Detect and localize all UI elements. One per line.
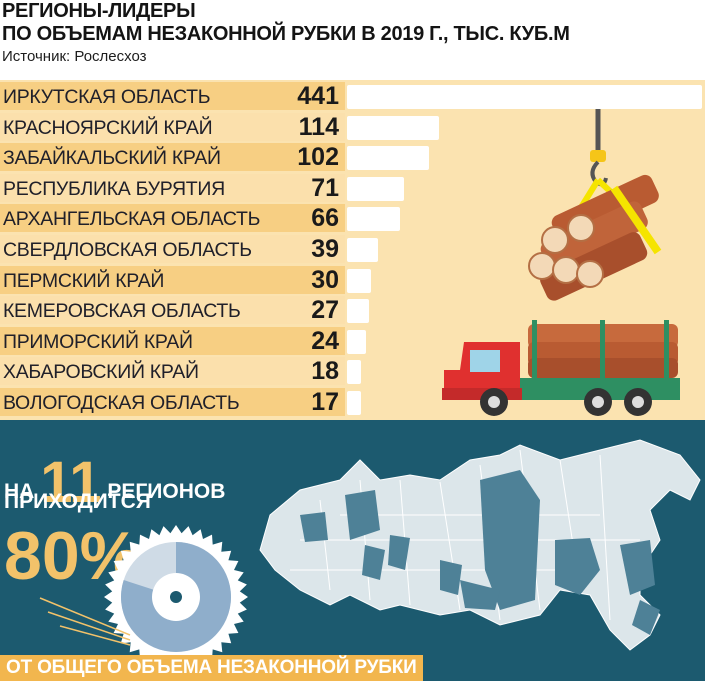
value-label: 66: [311, 204, 339, 233]
value-label: 27: [311, 296, 339, 325]
value-label: 441: [297, 82, 339, 110]
bar: [347, 299, 369, 324]
chart-row: ПРИМОРСКИЙ КРАЙ 24: [0, 326, 345, 355]
chart-row: КРАСНОЯРСКИЙ КРАЙ 114: [0, 112, 345, 141]
lifting-strap-left: [569, 178, 601, 224]
category-label: СВЕРДЛОВСКАЯ ОБЛАСТЬ: [3, 239, 252, 261]
chart-area: ИРКУТСКАЯ ОБЛАСТЬ 441 КРАСНОЯРСКИЙ КРАЙ 114…: [0, 80, 705, 420]
bar: [347, 146, 429, 171]
source-note: Источник: Рослесхоз: [2, 48, 147, 65]
value-label: 24: [311, 326, 339, 355]
category-label: РЕСПУБЛИКА БУРЯТИЯ: [3, 177, 225, 200]
value-label: 30: [311, 265, 339, 294]
summary-line-1: НА 11 РЕГИОНОВ: [4, 450, 226, 512]
bar: [347, 268, 371, 293]
category-label: КРАСНОЯРСКИЙ КРАЙ: [3, 116, 213, 139]
timber-truck-icon: [442, 320, 680, 416]
summary-prefix: НА: [4, 480, 35, 503]
crane-hook-block: [590, 150, 606, 162]
bar: [347, 391, 361, 415]
russia-map: [259, 439, 701, 651]
chart-row: ИРКУТСКАЯ ОБЛАСТЬ 441: [0, 82, 345, 110]
value-label: 114: [298, 112, 339, 141]
title-line-1: РЕГИОНЫ-ЛИДЕРЫ: [2, 0, 196, 22]
bar: [347, 85, 702, 109]
category-label: АРХАНГЕЛЬСКАЯ ОБЛАСТЬ: [3, 208, 261, 231]
bar: [347, 238, 378, 262]
chart-row: ХАБАРОВСКИЙ КРАЙ 18: [0, 357, 345, 386]
lifting-strap-right: [595, 177, 631, 211]
value-label: 39: [311, 235, 339, 263]
chart-row: ПЕРМСКИЙ КРАЙ 30: [0, 265, 345, 294]
title-line-2: ПО ОБЪЕМАМ НЕЗАКОННОЙ РУБКИ В 2019 Г., Т…: [2, 23, 570, 45]
pointer-lines: [39, 597, 131, 646]
summary-panel: НА 11 РЕГИОНОВ ПРИХОДИТСЯ 80% ОТ ОБЩЕГО …: [0, 420, 705, 681]
chart-row: СВЕРДЛОВСКАЯ ОБЛАСТЬ 39: [0, 235, 345, 263]
chart-row: ЗАБАЙКАЛЬСКИЙ КРАЙ 102: [0, 143, 345, 172]
chart-row: АРХАНГЕЛЬСКАЯ ОБЛАСТЬ 66: [0, 204, 345, 233]
category-label: КЕМЕРОВСКАЯ ОБЛАСТЬ: [3, 300, 241, 323]
chart-row: ВОЛОГОДСКАЯ ОБЛАСТЬ 17: [0, 388, 345, 416]
category-label: ВОЛОГОДСКАЯ ОБЛАСТЬ: [3, 392, 240, 414]
summary-count: 11: [40, 450, 102, 515]
category-label: ПЕРМСКИЙ КРАЙ: [3, 269, 165, 292]
summary-percent-value: 80: [4, 518, 80, 594]
category-label: ЗАБАЙКАЛЬСКИЙ КРАЙ: [3, 147, 221, 170]
category-label: ХАБАРОВСКИЙ КРАЙ: [3, 361, 199, 384]
log-bundle: [528, 174, 662, 301]
chart-title: РЕГИОНЫ-ЛИДЕРЫ ПО ОБЪЕМАМ НЕЗАКОННОЙ РУБ…: [2, 0, 702, 46]
chart-row: РЕСПУБЛИКА БУРЯТИЯ 71: [0, 173, 345, 202]
share-donut-chart: [104, 525, 248, 669]
bar: [347, 360, 361, 385]
value-label: 17: [311, 388, 339, 416]
summary-footer: ОТ ОБЩЕГО ОБЪЕМА НЕЗАКОННОЙ РУБКИ: [0, 655, 423, 681]
summary-regions: РЕГИОНОВ: [107, 480, 226, 503]
bar: [347, 115, 439, 140]
bar: [347, 176, 404, 201]
chart-row: КЕМЕРОВСКАЯ ОБЛАСТЬ 27: [0, 296, 345, 325]
value-label: 71: [311, 173, 339, 202]
highlighted-regions: [300, 470, 660, 635]
category-label: ИРКУТСКАЯ ОБЛАСТЬ: [3, 86, 211, 108]
bar: [347, 329, 366, 354]
value-label: 18: [311, 357, 339, 386]
donut-center-dot: [170, 591, 182, 603]
crane-hook-icon: [590, 160, 608, 187]
category-label: ПРИМОРСКИЙ КРАЙ: [3, 330, 193, 353]
bar: [347, 207, 400, 232]
summary-line-2: ПРИХОДИТСЯ: [4, 490, 151, 513]
value-label: 102: [297, 143, 339, 172]
